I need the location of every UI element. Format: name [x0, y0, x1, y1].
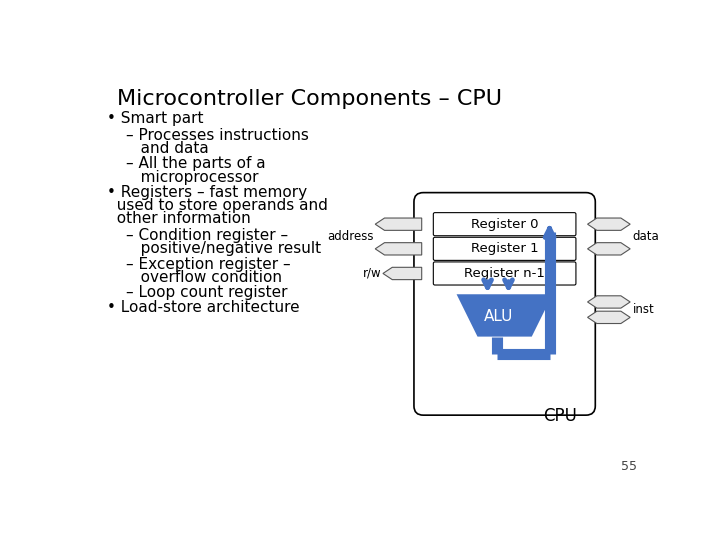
FancyBboxPatch shape	[433, 237, 576, 260]
Text: ALU: ALU	[484, 309, 513, 325]
Text: inst: inst	[632, 303, 654, 316]
Text: • Load-store architecture: • Load-store architecture	[107, 300, 300, 315]
Text: – All the parts of a: – All the parts of a	[126, 157, 265, 171]
Text: • Smart part: • Smart part	[107, 111, 204, 126]
Text: – Exception register –: – Exception register –	[126, 256, 290, 272]
Text: data: data	[632, 230, 660, 243]
Polygon shape	[375, 218, 422, 231]
Text: Register 1: Register 1	[471, 242, 539, 255]
Polygon shape	[588, 296, 630, 308]
Polygon shape	[588, 242, 630, 255]
FancyBboxPatch shape	[414, 193, 595, 415]
Polygon shape	[456, 294, 553, 336]
Text: used to store operands and: used to store operands and	[107, 198, 328, 213]
Polygon shape	[375, 242, 422, 255]
Text: – Loop count register: – Loop count register	[126, 285, 287, 300]
Text: – Condition register –: – Condition register –	[126, 228, 288, 243]
Text: • Registers – fast memory: • Registers – fast memory	[107, 185, 307, 200]
Text: r/w: r/w	[363, 267, 382, 280]
Text: other information: other information	[107, 211, 251, 226]
Text: Register 0: Register 0	[471, 218, 539, 231]
Text: Microcontroller Components – CPU: Microcontroller Components – CPU	[117, 90, 502, 110]
FancyBboxPatch shape	[433, 213, 576, 236]
Text: CPU: CPU	[543, 408, 577, 426]
Text: Register n-1: Register n-1	[464, 267, 545, 280]
Text: microprocessor: microprocessor	[126, 170, 258, 185]
Polygon shape	[588, 218, 630, 231]
Text: and data: and data	[126, 141, 208, 156]
Text: – Processes instructions: – Processes instructions	[126, 128, 309, 143]
Polygon shape	[588, 311, 630, 323]
Text: overflow condition: overflow condition	[126, 269, 282, 285]
Polygon shape	[383, 267, 422, 280]
Text: address: address	[327, 230, 374, 243]
FancyBboxPatch shape	[433, 262, 576, 285]
Text: positive/negative result: positive/negative result	[126, 241, 321, 256]
Text: 55: 55	[621, 460, 637, 473]
